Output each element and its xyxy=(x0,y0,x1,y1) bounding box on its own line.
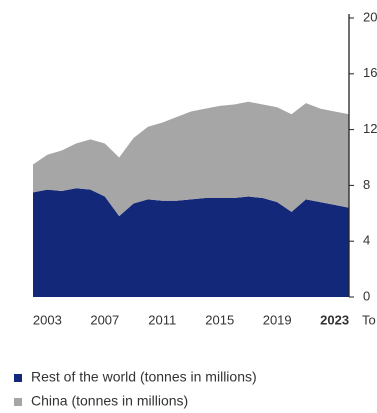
x-tick-label: 2015 xyxy=(205,312,234,327)
y-tick-label: 20 xyxy=(363,9,377,24)
x-tick-label: 2003 xyxy=(33,312,62,327)
x-tick-label: 2007 xyxy=(90,312,119,327)
x-tick-label: 2019 xyxy=(263,312,292,327)
legend-label: Rest of the world (tonnes in millions) xyxy=(31,369,257,385)
y-tick-label: 0 xyxy=(363,288,370,303)
legend-label: China (tonnes in millions) xyxy=(31,393,188,409)
legend-swatch xyxy=(14,398,22,406)
y-tick-label: 12 xyxy=(363,121,377,136)
x-tick-label: 2011 xyxy=(148,312,176,327)
legend-swatch xyxy=(14,374,22,382)
y-tick-label: 16 xyxy=(363,65,377,80)
y-tick-label: 8 xyxy=(363,177,370,192)
y-tick-label: 4 xyxy=(363,233,370,248)
x-tick-label: 2023 xyxy=(320,312,349,327)
area xyxy=(33,188,349,297)
y-axis-label: To xyxy=(362,312,376,327)
area xyxy=(33,101,349,217)
